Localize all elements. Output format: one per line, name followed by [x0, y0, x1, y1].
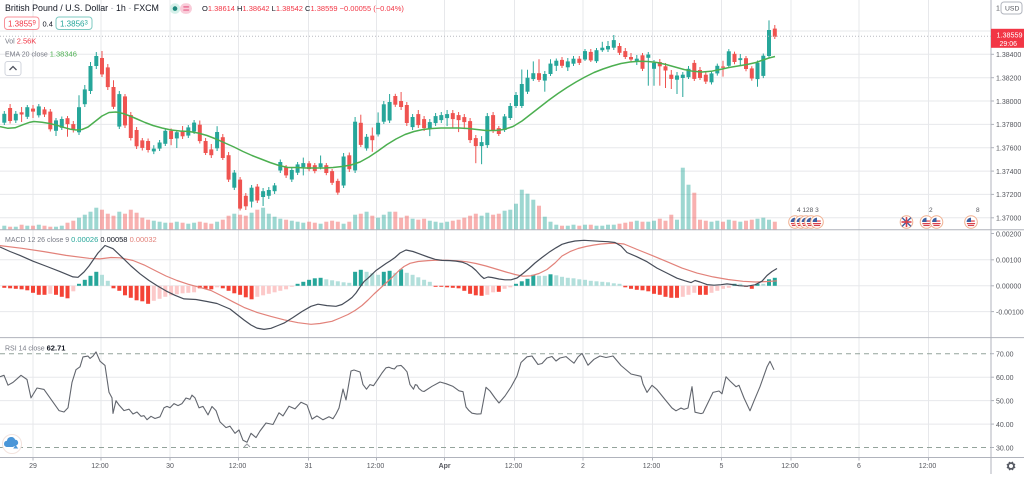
svg-text:MACD 12 26 close 9 0.00026 0.: MACD 12 26 close 9 0.00026 0.00058 0.000…: [5, 235, 157, 244]
svg-text:0.00200: 0.00200: [996, 231, 1021, 238]
svg-text:5: 5: [720, 463, 724, 470]
svg-text:1.38400: 1.38400: [996, 52, 1021, 59]
svg-text:0.00000: 0.00000: [996, 284, 1021, 291]
svg-text:1.38559: 1.38559: [8, 19, 36, 28]
svg-text:-0.00100: -0.00100: [996, 309, 1024, 316]
svg-text:1.37400: 1.37400: [996, 169, 1021, 176]
svg-text:USD: USD: [1005, 6, 1019, 13]
svg-text:12:00: 12:00: [367, 463, 385, 470]
svg-text:30: 30: [166, 463, 174, 470]
svg-text:1.: 1.: [996, 5, 1002, 12]
svg-text:8: 8: [976, 207, 980, 214]
svg-text:12:00: 12:00: [505, 463, 523, 470]
svg-text:2: 2: [581, 463, 585, 470]
svg-text:1.38000: 1.38000: [996, 99, 1021, 106]
svg-text:O1.38614 H1.38642 L1.38542 C1.: O1.38614 H1.38642 L1.38542 C1.38559 −0.0…: [202, 4, 404, 13]
svg-text:12:00: 12:00: [781, 463, 799, 470]
svg-text:30.00: 30.00: [996, 445, 1014, 452]
svg-text:EMA 20 close 1.38346: EMA 20 close 1.38346: [5, 50, 77, 59]
svg-text:Apr: Apr: [439, 463, 451, 470]
svg-text:40.00: 40.00: [996, 422, 1014, 429]
svg-text:29: 29: [29, 463, 37, 470]
svg-text:70.00: 70.00: [996, 352, 1014, 359]
svg-text:4 128 3: 4 128 3: [797, 207, 819, 214]
svg-text:12:00: 12:00: [919, 463, 937, 470]
svg-text:0.00100: 0.00100: [996, 258, 1021, 265]
svg-text:0.4: 0.4: [43, 19, 53, 28]
svg-text:RSI 14 close 62.71: RSI 14 close 62.71: [5, 344, 65, 353]
svg-text:1.38559: 1.38559: [997, 31, 1023, 40]
svg-text:12:00: 12:00: [643, 463, 661, 470]
svg-text:1.38200: 1.38200: [996, 76, 1021, 83]
svg-text:2: 2: [929, 207, 933, 214]
svg-text:1.38563: 1.38563: [60, 19, 88, 28]
svg-text:12:00: 12:00: [229, 463, 247, 470]
svg-text:1.37600: 1.37600: [996, 146, 1021, 153]
svg-text:12:00: 12:00: [91, 463, 109, 470]
svg-text:1.37200: 1.37200: [996, 192, 1021, 199]
svg-text:29:06: 29:06: [1000, 41, 1018, 48]
svg-text:1.37800: 1.37800: [996, 122, 1021, 129]
svg-text:60.00: 60.00: [996, 375, 1014, 382]
svg-text:6: 6: [857, 463, 861, 470]
svg-text:1.37000: 1.37000: [996, 216, 1021, 223]
svg-text:Vol 2.56K: Vol 2.56K: [5, 37, 36, 46]
svg-text:British Pound / U.S. Dollar -: British Pound / U.S. Dollar - 1h - FXCM: [5, 3, 159, 13]
svg-text:31: 31: [305, 463, 313, 470]
svg-text:50.00: 50.00: [996, 398, 1014, 405]
